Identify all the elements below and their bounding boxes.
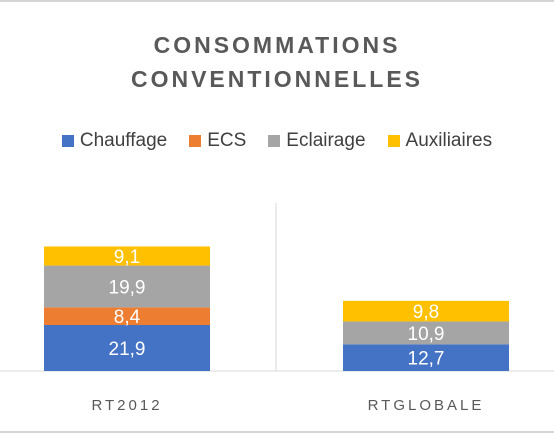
chart-title-line-2: CONVENTIONNELLES (130, 66, 424, 92)
legend-swatch-ecs (189, 135, 202, 147)
legend-label-ecs: ECS (207, 130, 247, 151)
bar-segment-chauffage-rtglobale (343, 344, 509, 371)
legend-label-chauffage: Chauffage (79, 130, 168, 151)
x-tick-labels: RT2012 RTGLOBALE (91, 397, 485, 414)
bar-segment-auxiliaires-rtglobale (343, 300, 509, 322)
bars-group: 21,9 8,4 19,9 9,1 12,7 10,99,8 (44, 246, 509, 371)
bar-segment-eclairage-rt2012 (44, 265, 210, 308)
x-tick-label-rt2012: RT2012 (91, 397, 162, 414)
bar-segment-auxiliaires-rt2012 (44, 246, 210, 266)
legend-item-eclairage: Eclairage (268, 130, 366, 152)
legend-item-ecs: ECS (189, 130, 246, 152)
data-label-eclairage-rtglobale: 10,9 (408, 324, 445, 345)
legend-swatch-eclairage (268, 135, 281, 147)
legend-label-auxiliaires: Auxiliaires (405, 130, 493, 151)
chart-title-line-1: CONSOMMATIONS (153, 32, 401, 58)
data-label-chauffage-rt2012: 21,9 (109, 339, 146, 360)
legend-swatch-auxiliaires (387, 135, 400, 147)
data-label-eclairage-rt2012: 19,9 (109, 277, 146, 298)
bar-segment-ecs-rt2012 (44, 307, 210, 326)
bar-segment-eclairage-rtglobale (343, 321, 509, 345)
x-tick-label-rtglobale: RTGLOBALE (368, 397, 485, 414)
data-label-ecs-rt2012: 8,4 (114, 307, 141, 328)
legend-item-auxiliaires: Auxiliaires (387, 130, 493, 152)
legend-swatch-chauffage (61, 135, 74, 147)
legend: Chauffage ECS Eclairage Auxiliaires (0, 130, 554, 152)
legend-item-chauffage: Chauffage (61, 130, 168, 152)
bar-segment-chauffage-rt2012 (44, 325, 210, 371)
legend-label-eclairage: Eclairage (286, 130, 366, 151)
data-label-auxiliaires-rtglobale: 9,8 (413, 302, 439, 323)
data-label-chauffage-rtglobale: 12,7 (408, 349, 445, 370)
data-label-auxiliaires-rt2012: 9,1 (114, 247, 140, 268)
